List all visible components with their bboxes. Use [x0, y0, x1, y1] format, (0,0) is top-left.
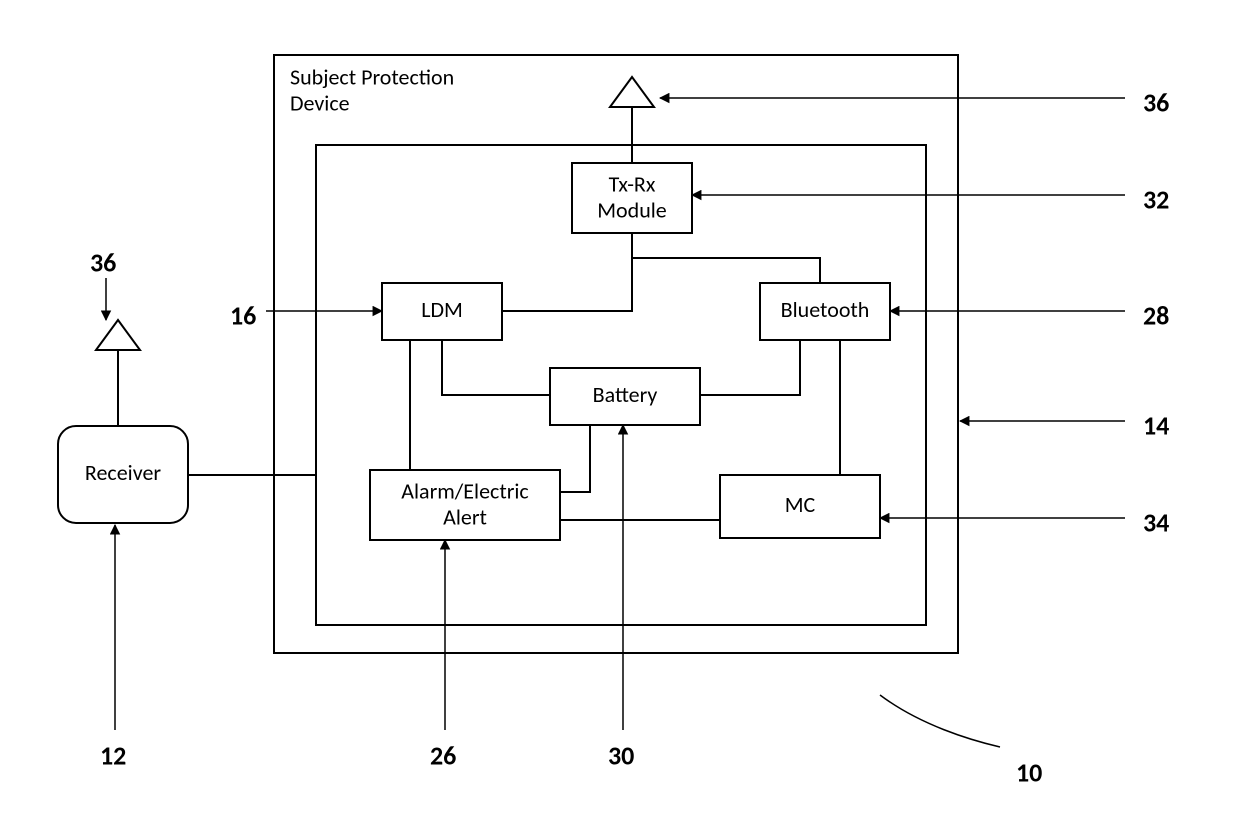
ldm-label: LDM [421, 296, 463, 323]
callout-label-16-3: 16 [230, 299, 256, 331]
bluetooth-label: Bluetooth [781, 296, 870, 323]
figure-ref-label: 10 [1016, 756, 1042, 788]
right-antenna-icon [610, 77, 654, 107]
txrx-label-1: Tx-Rx [609, 170, 656, 197]
edge-ldm-txrx [502, 233, 632, 311]
callout-label-14-5: 14 [1143, 409, 1169, 441]
txrx-label-2: Module [597, 196, 667, 223]
left-antenna-icon [96, 320, 140, 350]
callout-label-34-6: 34 [1143, 506, 1169, 538]
mc-label: MC [785, 491, 816, 518]
receiver-label: Receiver [85, 459, 161, 486]
edge-battery-alarm [560, 425, 590, 492]
edge-ldm-battery [442, 340, 550, 395]
edge-battery-bluetooth [700, 340, 800, 395]
battery-label: Battery [593, 381, 658, 408]
callout-label-26-8: 26 [430, 739, 456, 771]
callout-label-30-9: 30 [608, 739, 634, 771]
figure-ref-leader [880, 695, 1000, 747]
callout-label-28-4: 28 [1143, 299, 1169, 331]
callout-label-36-0: 36 [90, 246, 116, 278]
alarm-label-2: Alert [443, 503, 487, 530]
callout-label-32-2: 32 [1143, 183, 1169, 215]
edge-txrx-bluetooth [632, 233, 820, 283]
device-title-line1: Subject Protection [290, 63, 454, 90]
callout-label-36-1: 36 [1143, 86, 1169, 118]
alarm-label-1: Alarm/Electric [401, 477, 529, 504]
callout-label-12-7: 12 [100, 739, 126, 771]
device-title-line2: Device [290, 89, 350, 116]
